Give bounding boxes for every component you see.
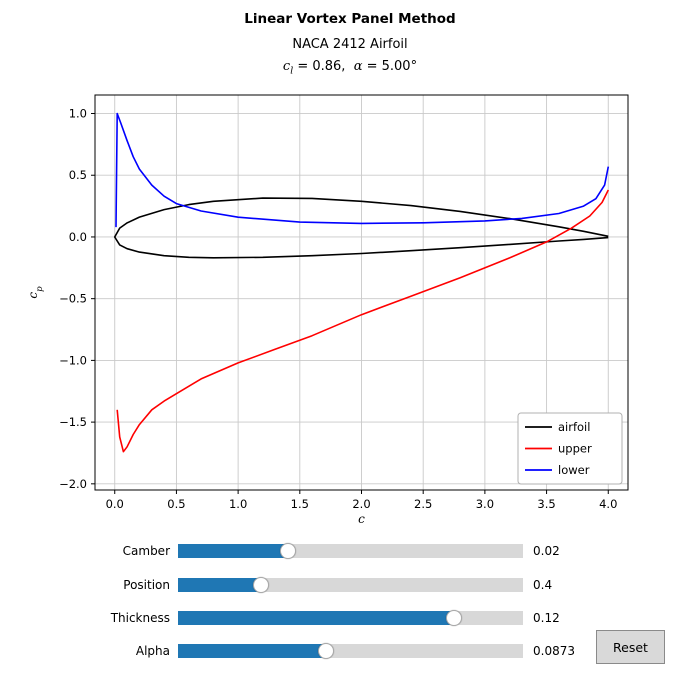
slider-alpha-label: Alpha <box>135 644 170 658</box>
slider-position-label: Position <box>123 578 170 592</box>
slider-thickness-label: Thickness <box>110 611 170 625</box>
slider-position-track[interactable] <box>178 577 523 593</box>
slider-camber-track[interactable] <box>178 543 523 559</box>
svg-text:2.0: 2.0 <box>352 497 370 511</box>
legend: airfoil upper lower <box>517 412 623 485</box>
slider-camber: Camber 0.02 <box>0 543 560 559</box>
reset-button[interactable]: Reset <box>596 630 665 664</box>
svg-text:1.0: 1.0 <box>69 107 87 121</box>
svg-text:0.5: 0.5 <box>167 497 185 511</box>
series-airfoil <box>113 197 609 259</box>
svg-text:0.0: 0.0 <box>106 497 124 511</box>
legend-label-airfoil: airfoil <box>558 420 590 434</box>
tick-marks <box>91 113 609 494</box>
alpha-symbol: α <box>353 59 363 74</box>
chart-subtitle: NACA 2412 Airfoil <box>292 37 408 52</box>
slider-thickness-track[interactable] <box>178 610 523 626</box>
svg-text:4.0: 4.0 <box>599 497 617 511</box>
slider-thickness-value: 0.12 <box>533 611 560 625</box>
cl-subscript: l <box>290 65 294 77</box>
slider-camber-fill <box>178 544 289 558</box>
chart-title: Linear Vortex Panel Method <box>244 11 456 27</box>
svg-text:0.5: 0.5 <box>69 168 87 182</box>
legend-label-lower: lower <box>558 463 590 477</box>
alpha-value: = 5.00° <box>362 59 418 74</box>
slider-thickness-fill <box>178 611 454 625</box>
svg-text:0.0: 0.0 <box>69 230 87 244</box>
slider-position-value: 0.4 <box>533 578 553 592</box>
legend-label-upper: upper <box>558 442 592 456</box>
slider-camber-value: 0.02 <box>533 544 560 558</box>
series-lower <box>115 112 610 228</box>
series-upper <box>116 189 610 453</box>
tick-labels: 0.0 0.5 1.0 1.5 2.0 2.5 3.0 3.5 4.0 −2.0 −1.5 −1.0 −… <box>59 107 617 511</box>
y-axis-label: cp <box>26 286 45 299</box>
slider-alpha-track[interactable] <box>178 643 523 659</box>
cl-symbol: c <box>282 59 291 74</box>
slider-alpha-value: 0.0873 <box>533 644 575 658</box>
slider-alpha: Alpha 0.0873 <box>0 643 575 659</box>
slider-camber-handle[interactable] <box>280 543 297 559</box>
slider-position-handle[interactable] <box>252 577 269 593</box>
x-axis-label: c <box>358 512 365 526</box>
svg-text:3.0: 3.0 <box>476 497 494 511</box>
slider-alpha-fill <box>178 644 327 658</box>
svg-text:−2.0: −2.0 <box>59 477 87 491</box>
chart-result-line: cl = 0.86, α = 5.00° <box>0 59 700 77</box>
svg-text:3.5: 3.5 <box>537 497 555 511</box>
slider-position-fill <box>178 578 261 592</box>
slider-thickness: Thickness 0.12 <box>0 610 560 626</box>
svg-text:−0.5: −0.5 <box>59 292 87 306</box>
slider-thickness-handle[interactable] <box>446 610 462 626</box>
svg-text:−1.0: −1.0 <box>59 353 87 367</box>
svg-text:1.0: 1.0 <box>229 497 247 511</box>
cl-value: = 0.86, <box>293 59 354 74</box>
slider-position: Position 0.4 <box>0 577 552 593</box>
svg-text:−1.5: −1.5 <box>59 415 87 429</box>
svg-text:1.5: 1.5 <box>291 497 309 511</box>
cp-plot: 0.0 0.5 1.0 1.5 2.0 2.5 3.0 3.5 4.0 −2.0 −1.5 −1.0 −… <box>26 94 629 526</box>
slider-alpha-handle[interactable] <box>318 643 335 659</box>
svg-text:2.5: 2.5 <box>414 497 432 511</box>
slider-camber-label: Camber <box>122 544 170 558</box>
